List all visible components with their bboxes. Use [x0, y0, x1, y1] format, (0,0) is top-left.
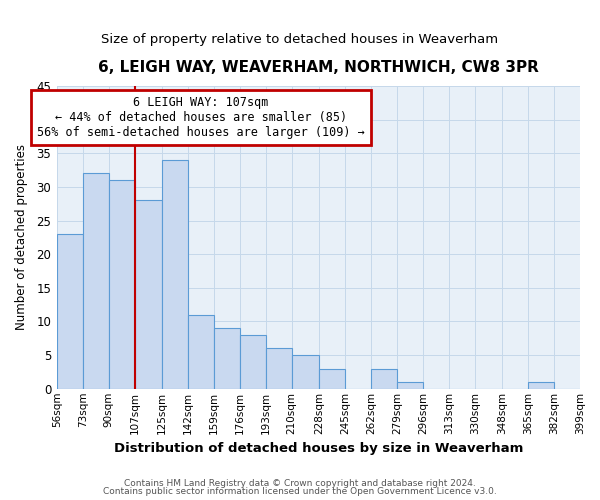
Text: Contains HM Land Registry data © Crown copyright and database right 2024.: Contains HM Land Registry data © Crown c…	[124, 478, 476, 488]
Bar	[240, 335, 266, 389]
Bar	[134, 200, 162, 389]
Bar	[319, 368, 345, 389]
Bar	[292, 355, 319, 389]
Y-axis label: Number of detached properties: Number of detached properties	[15, 144, 28, 330]
Bar	[162, 160, 188, 389]
Bar	[266, 348, 292, 389]
Text: 6 LEIGH WAY: 107sqm
← 44% of detached houses are smaller (85)
56% of semi-detach: 6 LEIGH WAY: 107sqm ← 44% of detached ho…	[37, 96, 365, 139]
Text: Contains public sector information licensed under the Open Government Licence v3: Contains public sector information licen…	[103, 487, 497, 496]
X-axis label: Distribution of detached houses by size in Weaverham: Distribution of detached houses by size …	[113, 442, 523, 455]
Title: 6, LEIGH WAY, WEAVERHAM, NORTHWICH, CW8 3PR: 6, LEIGH WAY, WEAVERHAM, NORTHWICH, CW8 …	[98, 60, 539, 75]
Bar	[109, 180, 134, 389]
Bar	[83, 174, 109, 389]
Bar	[214, 328, 240, 389]
Bar	[188, 314, 214, 389]
Bar	[371, 368, 397, 389]
Bar	[57, 234, 83, 389]
Bar	[528, 382, 554, 389]
Text: Size of property relative to detached houses in Weaverham: Size of property relative to detached ho…	[101, 32, 499, 46]
Bar	[397, 382, 423, 389]
